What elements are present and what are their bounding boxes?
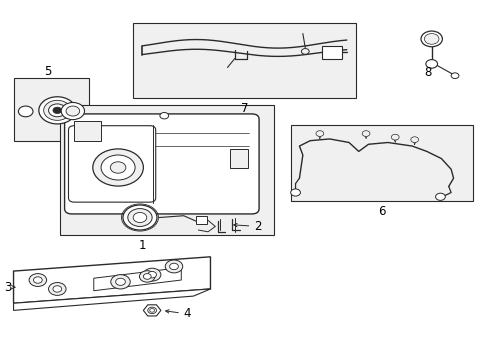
Circle shape [147, 307, 156, 314]
Circle shape [165, 260, 183, 273]
Circle shape [33, 277, 42, 283]
Text: 8: 8 [424, 66, 431, 79]
Circle shape [111, 275, 130, 289]
Circle shape [29, 274, 46, 287]
Bar [196, 216, 206, 224]
Text: 6: 6 [377, 205, 385, 218]
Bar [229, 149, 248, 168]
Polygon shape [14, 289, 210, 310]
Circle shape [110, 162, 125, 173]
Circle shape [169, 263, 178, 270]
Text: 1: 1 [139, 239, 146, 252]
Circle shape [410, 137, 418, 143]
Circle shape [122, 205, 157, 230]
Circle shape [133, 212, 146, 222]
Circle shape [424, 33, 438, 44]
Circle shape [147, 271, 156, 278]
Circle shape [143, 268, 161, 281]
Circle shape [66, 106, 80, 116]
Circle shape [19, 106, 33, 117]
Circle shape [39, 97, 76, 124]
Polygon shape [14, 257, 210, 303]
FancyBboxPatch shape [64, 114, 259, 214]
Bar [290, 125, 472, 202]
Text: 3: 3 [4, 281, 15, 294]
Text: 2: 2 [233, 220, 261, 233]
Circle shape [425, 60, 437, 68]
Circle shape [143, 274, 151, 279]
Bar [14, 78, 89, 141]
Circle shape [435, 193, 445, 201]
Text: 4: 4 [165, 307, 191, 320]
Circle shape [149, 309, 154, 312]
Circle shape [93, 149, 143, 186]
Polygon shape [143, 305, 161, 316]
Circle shape [43, 100, 71, 120]
Text: 5: 5 [44, 64, 51, 77]
Circle shape [61, 103, 84, 120]
Polygon shape [94, 267, 181, 291]
Circle shape [301, 49, 308, 54]
Circle shape [53, 286, 61, 292]
Circle shape [420, 31, 442, 47]
Bar [60, 105, 273, 235]
Bar [74, 121, 101, 141]
Circle shape [315, 131, 323, 136]
Circle shape [160, 112, 168, 119]
Circle shape [362, 131, 369, 136]
Bar [132, 23, 356, 98]
Circle shape [48, 104, 66, 117]
Circle shape [450, 73, 458, 78]
Circle shape [48, 283, 66, 296]
Circle shape [101, 155, 135, 180]
Text: 7: 7 [240, 102, 248, 115]
Circle shape [53, 107, 61, 113]
Circle shape [390, 134, 398, 140]
Circle shape [127, 208, 152, 226]
FancyBboxPatch shape [68, 126, 155, 202]
Circle shape [139, 271, 155, 282]
Circle shape [116, 278, 125, 285]
Circle shape [290, 189, 300, 196]
Bar [322, 46, 341, 59]
